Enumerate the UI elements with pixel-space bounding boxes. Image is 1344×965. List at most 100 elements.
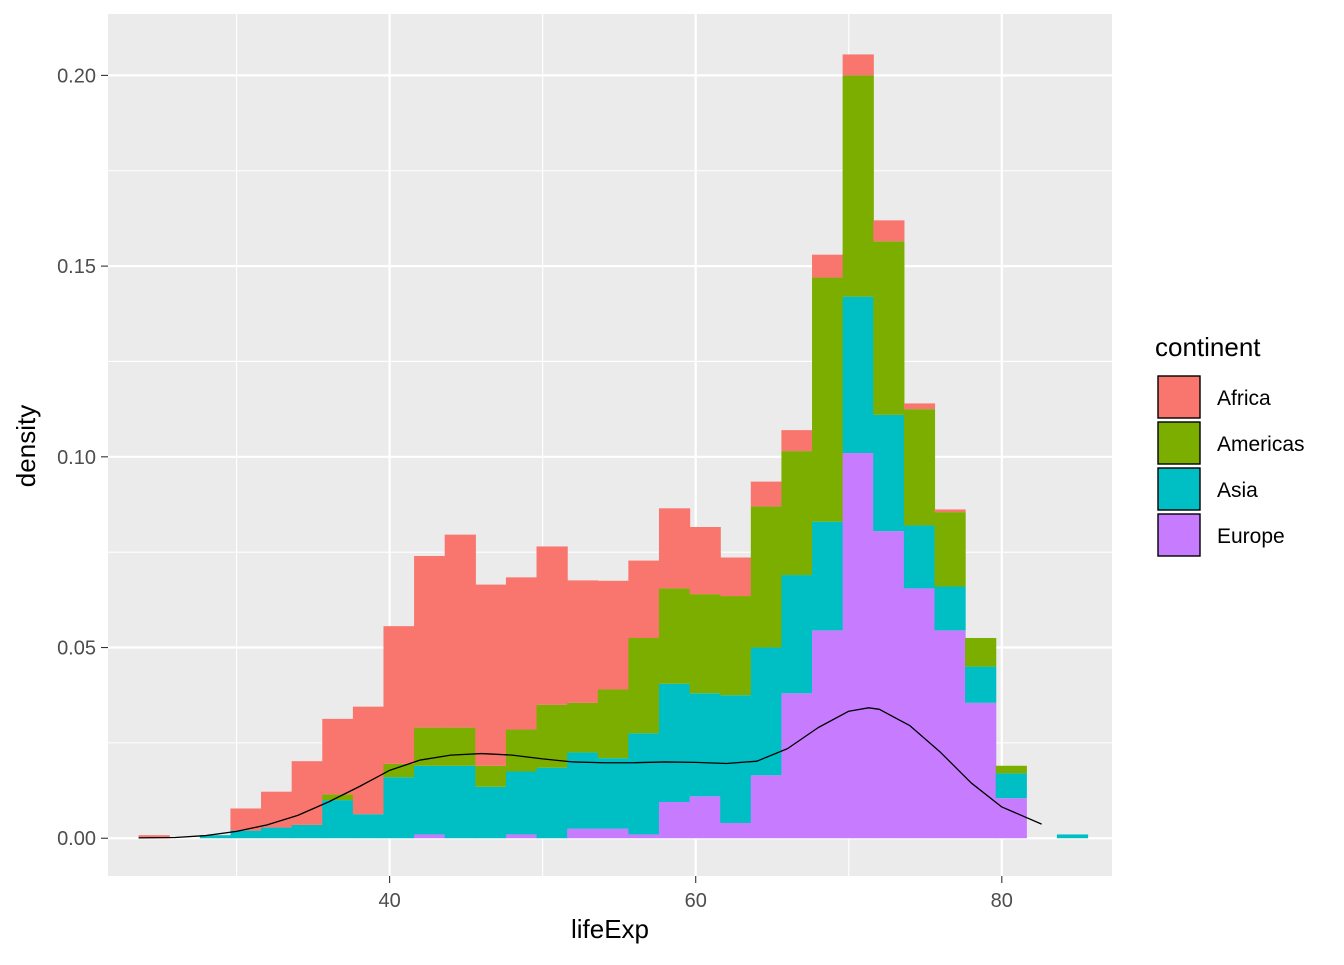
bar-asia bbox=[291, 824, 323, 839]
bar-europe bbox=[995, 798, 1027, 839]
bar-africa bbox=[781, 430, 813, 452]
bar-americas bbox=[383, 763, 415, 778]
y-tick-label: 0.10 bbox=[57, 447, 96, 469]
bar-europe bbox=[750, 775, 783, 839]
bar-asia bbox=[689, 693, 721, 797]
bar-africa bbox=[903, 403, 936, 410]
bar-africa bbox=[812, 254, 844, 278]
bar-asia bbox=[475, 786, 507, 839]
bar-asia bbox=[261, 827, 293, 839]
bar-americas bbox=[658, 588, 691, 684]
bar-africa bbox=[475, 584, 507, 766]
bar-africa bbox=[444, 534, 476, 728]
bar-europe bbox=[414, 834, 446, 839]
bar-asia bbox=[536, 767, 568, 839]
bar-africa bbox=[842, 54, 874, 76]
bar-asia bbox=[658, 683, 691, 803]
bar-africa bbox=[873, 220, 905, 242]
bar-asia bbox=[444, 765, 476, 839]
y-tick-label: 0.00 bbox=[57, 828, 96, 850]
legend-key-europe bbox=[1157, 513, 1201, 557]
bar-europe bbox=[597, 828, 629, 839]
bar-asia bbox=[842, 296, 874, 454]
bar-europe bbox=[689, 796, 721, 839]
bar-americas bbox=[475, 765, 507, 787]
bar-europe bbox=[658, 802, 691, 839]
bar-africa bbox=[750, 481, 783, 507]
bar-asia bbox=[322, 800, 354, 839]
legend-label-africa: Africa bbox=[1217, 387, 1271, 410]
bar-asia bbox=[934, 586, 966, 631]
bar-africa bbox=[597, 580, 629, 690]
bar-americas bbox=[995, 765, 1027, 774]
bar-americas bbox=[689, 594, 721, 694]
bar-europe bbox=[903, 588, 936, 839]
bar-africa bbox=[658, 508, 691, 589]
bar-africa bbox=[383, 626, 415, 764]
bar-asia bbox=[352, 814, 385, 839]
bar-americas bbox=[965, 637, 997, 667]
bar-europe bbox=[567, 828, 599, 839]
bar-asia bbox=[414, 765, 446, 835]
bar-europe bbox=[842, 453, 874, 839]
legend-key-africa bbox=[1157, 375, 1201, 419]
bar-asia bbox=[1056, 834, 1089, 839]
y-tick-label: 0.05 bbox=[57, 638, 96, 660]
density-line bbox=[138, 707, 1042, 839]
legend-label-europe: Europe bbox=[1217, 525, 1285, 548]
legend: continent Africa Americas Asia Europe bbox=[1155, 332, 1305, 557]
bar-asia bbox=[995, 773, 1027, 799]
bar-asia bbox=[873, 414, 905, 532]
legend-label-americas: Americas bbox=[1217, 433, 1305, 456]
bar-americas bbox=[934, 512, 966, 587]
bar-europe bbox=[965, 702, 997, 839]
legend-key-asia bbox=[1157, 467, 1201, 511]
bar-americas bbox=[414, 727, 446, 766]
bar-americas bbox=[903, 409, 936, 526]
density-line-group bbox=[138, 707, 1042, 839]
x-tick-label: 40 bbox=[378, 890, 400, 912]
bar-africa bbox=[138, 835, 170, 839]
bar-asia bbox=[383, 777, 415, 839]
bar-asia bbox=[567, 752, 599, 829]
y-axis: 0.00 0.05 0.10 0.15 0.20 bbox=[57, 65, 108, 850]
bar-asia bbox=[199, 835, 232, 839]
bar-africa bbox=[505, 577, 538, 730]
bar-africa bbox=[414, 555, 446, 728]
bar-africa bbox=[567, 580, 599, 703]
bar-asia bbox=[903, 525, 936, 589]
bar-americas bbox=[536, 704, 568, 768]
bar-africa bbox=[291, 761, 323, 825]
legend-key-americas bbox=[1157, 421, 1201, 465]
bar-americas bbox=[444, 727, 476, 766]
bar-americas bbox=[628, 637, 660, 734]
bar-africa bbox=[689, 527, 721, 595]
bar-americas bbox=[567, 702, 599, 753]
bar-americas bbox=[750, 506, 783, 648]
bar-asia bbox=[781, 575, 813, 694]
y-tick-label: 0.15 bbox=[57, 256, 96, 278]
bar-americas bbox=[597, 689, 629, 759]
bar-americas bbox=[842, 75, 874, 297]
bar-americas bbox=[812, 277, 844, 522]
bar-asia bbox=[812, 521, 844, 631]
bar-europe bbox=[873, 531, 905, 839]
bar-asia bbox=[597, 758, 629, 829]
x-tick-label: 80 bbox=[991, 890, 1013, 912]
bar-africa bbox=[352, 706, 385, 815]
bar-asia bbox=[505, 771, 538, 835]
bar-asia bbox=[965, 666, 997, 703]
bar-asia bbox=[720, 695, 752, 823]
x-tick-label: 60 bbox=[685, 890, 707, 912]
bar-americas bbox=[781, 451, 813, 576]
bar-europe bbox=[934, 630, 966, 839]
bar-africa bbox=[934, 509, 966, 513]
bar-europe bbox=[628, 834, 660, 839]
bar-africa bbox=[322, 718, 354, 795]
bar-asia bbox=[750, 647, 783, 776]
bar-europe bbox=[720, 822, 752, 839]
bar-americas bbox=[873, 241, 905, 415]
bar-americas bbox=[505, 729, 538, 772]
